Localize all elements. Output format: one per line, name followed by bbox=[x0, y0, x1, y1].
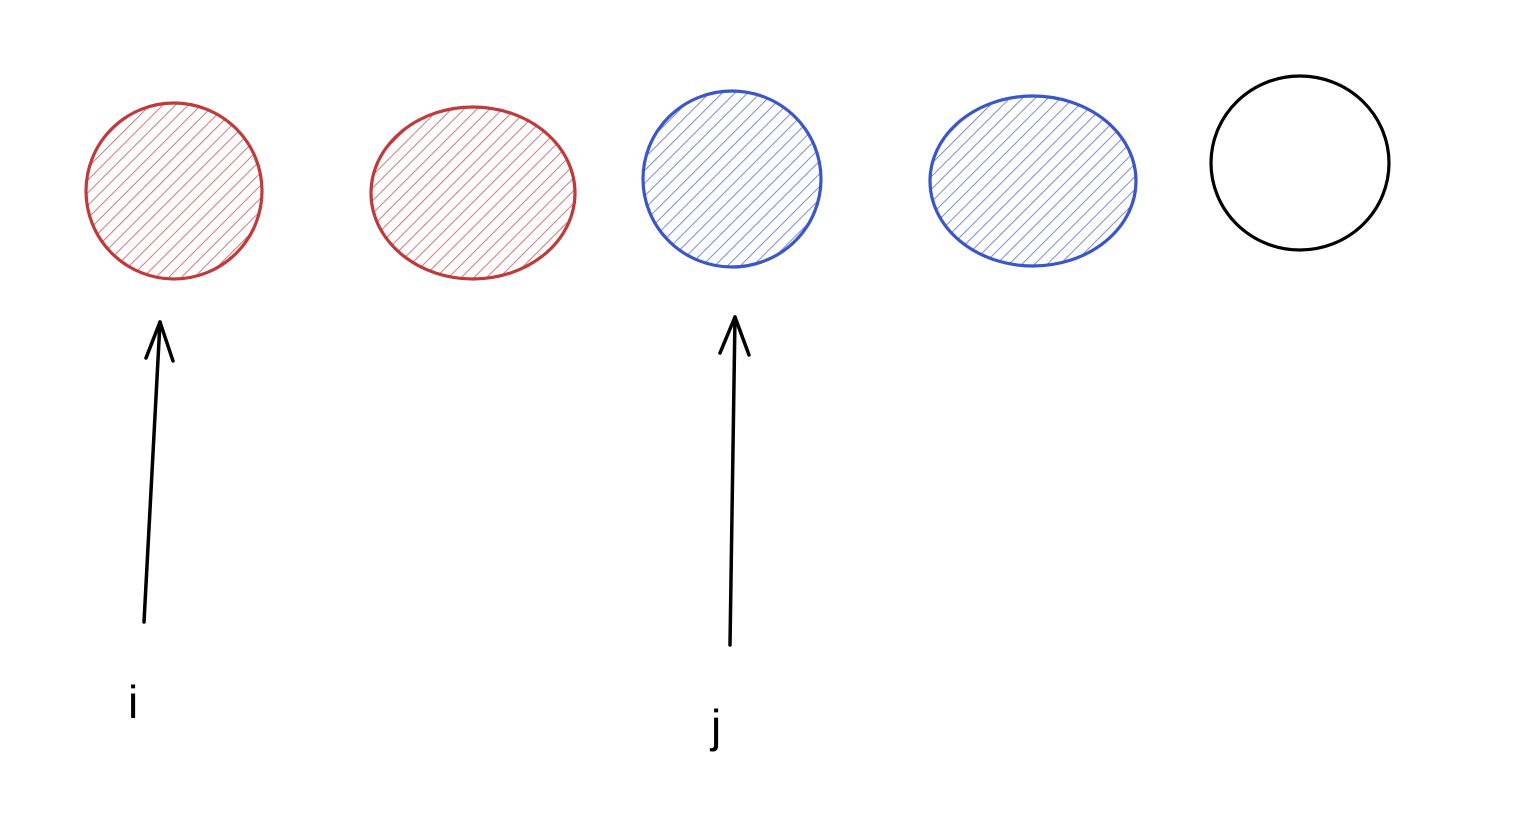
pointer-i-label: i bbox=[128, 676, 138, 728]
node-2-outline bbox=[369, 105, 577, 281]
node-3-fill bbox=[643, 91, 821, 267]
node-5 bbox=[1209, 74, 1391, 252]
pointer-j-label: j bbox=[709, 700, 721, 752]
node-4-fill bbox=[930, 96, 1136, 266]
node-4 bbox=[928, 94, 1138, 268]
node-1-outline bbox=[84, 101, 264, 281]
pointer-i-arrow-shaft bbox=[142, 320, 162, 624]
node-2-fill bbox=[371, 107, 575, 279]
node-4-outline bbox=[928, 94, 1138, 268]
pointer-j-arrow-head bbox=[718, 315, 751, 357]
pointer-i: i bbox=[128, 320, 175, 728]
node-5-outline bbox=[1209, 74, 1391, 252]
node-2 bbox=[369, 105, 577, 281]
node-1 bbox=[84, 101, 264, 281]
node-3 bbox=[641, 89, 823, 269]
pointer-j-arrow-shaft bbox=[728, 315, 737, 647]
pointer-i-arrow-head bbox=[144, 320, 175, 363]
node-3-outline bbox=[641, 89, 823, 269]
node-1-fill bbox=[86, 103, 262, 279]
pointer-j: j bbox=[709, 315, 751, 752]
